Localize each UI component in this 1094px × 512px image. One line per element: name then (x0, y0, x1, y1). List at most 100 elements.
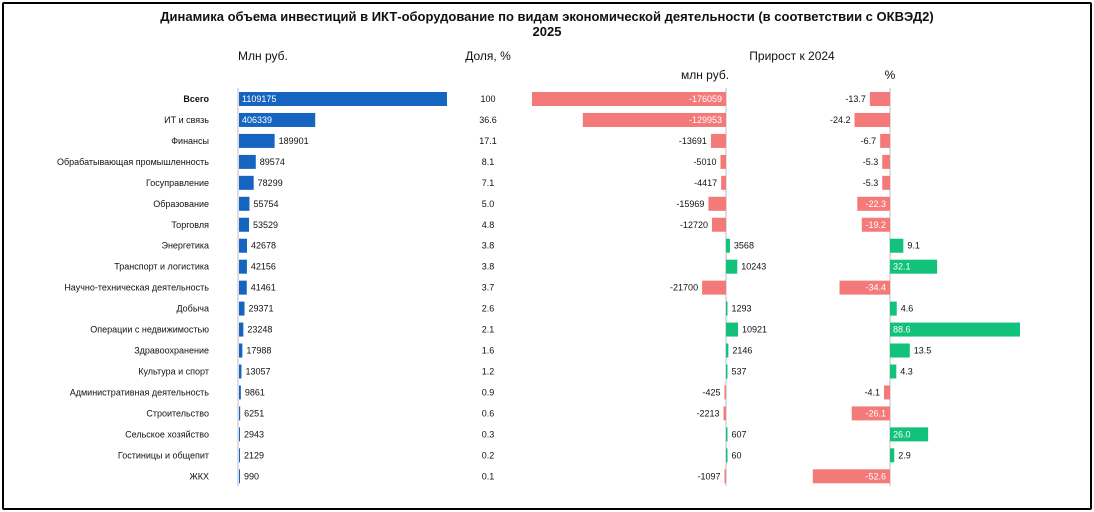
volume-label: 53529 (253, 220, 278, 230)
category-label: Научно-техническая деятельность (64, 283, 209, 293)
growth-abs-label: -425 (702, 387, 720, 397)
volume-bar (239, 385, 241, 400)
volume-label: 89574 (260, 157, 285, 167)
growth-abs-bar (711, 217, 726, 232)
growth-abs-label: 1293 (732, 304, 752, 314)
growth-pct-label: -5.3 (863, 157, 879, 167)
growth-pct-bar (882, 175, 890, 190)
growth-pct-bar (869, 92, 890, 106)
growth-abs-bar (726, 238, 730, 253)
growth-pct-label: -4.1 (864, 387, 880, 397)
growth-pct-label: -24.2 (830, 115, 851, 125)
growth-pct-bar (861, 217, 890, 232)
growth-pct-bar (890, 238, 904, 253)
share-label: 3.8 (482, 262, 495, 272)
growth-pct-label: -52.6 (865, 471, 886, 481)
chart-subtitle: 2025 (533, 24, 562, 39)
volume-bar (239, 448, 240, 463)
volume-label: 55754 (253, 199, 278, 209)
header-share: Доля, % (465, 49, 511, 63)
volume-bar (239, 469, 240, 484)
growth-abs-label: 607 (732, 429, 747, 439)
volume-label: 2943 (244, 429, 264, 439)
category-label: Здравоохранение (134, 346, 209, 356)
category-label: Обрабатывающая промышленность (57, 157, 209, 167)
volume-bar (239, 364, 242, 379)
growth-pct-label: -6.7 (861, 136, 877, 146)
growth-abs-label: -176059 (689, 94, 722, 104)
share-label: 0.6 (482, 408, 495, 418)
growth-abs-bar (720, 154, 726, 169)
header-growth-abs: млн руб. (681, 68, 729, 82)
growth-abs-bar (726, 427, 728, 442)
growth-pct-bar (890, 343, 910, 358)
growth-abs-label: -4417 (694, 178, 717, 188)
growth-pct-bar (890, 448, 895, 463)
growth-pct-label: 26.0 (893, 429, 911, 439)
growth-abs-label: 2146 (732, 346, 752, 356)
growth-pct-bar (812, 469, 890, 484)
growth-abs-label: -5010 (693, 157, 716, 167)
growth-abs-label: 3568 (734, 241, 754, 251)
volume-bar (239, 322, 244, 337)
share-label: 100 (480, 94, 495, 104)
growth-pct-label: -19.2 (865, 220, 886, 230)
header-growth-pct: % (885, 68, 896, 82)
share-label: 0.1 (482, 471, 495, 481)
growth-pct-bar (857, 196, 890, 211)
growth-abs-bar (724, 469, 726, 484)
growth-pct-label: 4.3 (900, 366, 913, 376)
volume-bar (239, 280, 247, 295)
category-label: Строительство (146, 408, 209, 418)
category-label: Культура и спорт (138, 366, 209, 376)
volume-label: 406339 (242, 115, 272, 125)
growth-abs-label: 10921 (742, 325, 767, 335)
growth-abs-bar (726, 322, 739, 337)
share-label: 2.6 (482, 304, 495, 314)
volume-label: 6251 (244, 408, 264, 418)
share-label: 0.3 (482, 429, 495, 439)
growth-pct-bar (880, 133, 890, 148)
growth-abs-label: 537 (732, 366, 747, 376)
volume-label: 42678 (251, 241, 276, 251)
growth-abs-bar (702, 280, 726, 295)
volume-bar (239, 175, 254, 190)
growth-abs-label: -2213 (697, 408, 720, 418)
growth-abs-label: -129953 (689, 115, 722, 125)
category-label: Образование (153, 199, 209, 209)
growth-pct-bar (890, 364, 897, 379)
growth-abs-bar (582, 112, 726, 127)
category-label: Сельское хозяйство (125, 429, 209, 439)
category-label: Всего (183, 94, 209, 104)
volume-bar (239, 343, 243, 358)
growth-abs-bar (726, 448, 728, 463)
growth-abs-label: -12720 (680, 220, 708, 230)
chart-svg: Динамика объема инвестиций в ИКТ-оборудо… (57, 9, 1020, 486)
volume-bar (239, 427, 240, 442)
growth-pct-bar (890, 259, 938, 274)
growth-abs-bar (532, 92, 726, 106)
growth-pct-bar (890, 322, 1020, 337)
share-label: 4.8 (482, 220, 495, 230)
volume-bar (239, 217, 250, 232)
growth-pct-label: -5.3 (863, 178, 879, 188)
share-label: 3.8 (482, 241, 495, 251)
growth-pct-label: -13.7 (845, 94, 866, 104)
volume-label: 17988 (246, 346, 271, 356)
category-label: ИТ и связь (164, 115, 209, 125)
growth-abs-label: -1097 (697, 471, 720, 481)
volume-bar (239, 154, 256, 169)
share-label: 0.2 (482, 450, 495, 460)
share-label: 17.1 (479, 136, 497, 146)
growth-pct-label: 4.6 (901, 304, 914, 314)
growth-pct-bar (883, 385, 890, 400)
volume-label: 1109175 (242, 94, 276, 104)
growth-abs-label: 10243 (741, 262, 766, 272)
growth-pct-label: -22.3 (865, 199, 886, 209)
growth-abs-bar (721, 175, 726, 190)
growth-abs-label: -13691 (679, 136, 707, 146)
volume-label: 29371 (249, 304, 274, 314)
growth-abs-label: -21700 (670, 283, 698, 293)
growth-abs-bar (723, 406, 726, 421)
growth-pct-label: 32.1 (893, 262, 911, 272)
